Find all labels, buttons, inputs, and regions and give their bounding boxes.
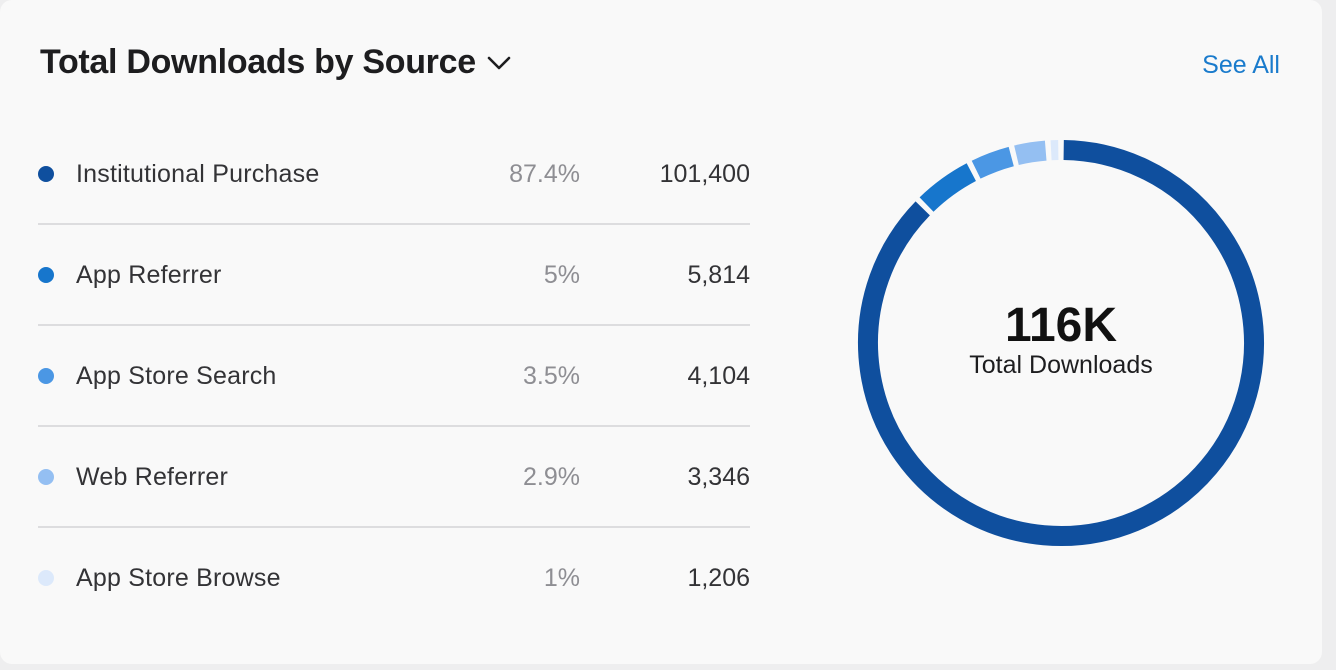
source-label: App Referrer (76, 261, 222, 289)
donut-slice[interactable] (971, 146, 1015, 179)
donut-slice[interactable] (858, 140, 1264, 546)
source-label: App Store Browse (76, 564, 281, 592)
source-percent: 87.4% (509, 160, 580, 188)
source-row: App Store Browse 1% 1,206 (38, 528, 750, 627)
source-label: Web Referrer (76, 463, 228, 491)
source-value: 4,104 (687, 362, 750, 390)
total-downloads-label: Total Downloads (969, 351, 1153, 379)
source-dropdown[interactable]: Total Downloads by Source (40, 40, 512, 84)
donut-chart: 116K Total Downloads (856, 138, 1266, 548)
legend-dot (38, 469, 54, 485)
source-row: App Referrer 5% 5,814 (38, 225, 750, 326)
card-title: Total Downloads by Source (40, 43, 476, 81)
total-downloads-value: 116K (1004, 299, 1118, 352)
source-list: Institutional Purchase 87.4% 101,400 App Re… (38, 124, 750, 627)
source-value: 5,814 (687, 261, 750, 289)
source-percent: 2.9% (523, 463, 580, 491)
legend-dot (38, 166, 54, 182)
donut-svg (858, 140, 1264, 546)
source-percent: 1% (543, 564, 580, 592)
source-value: 3,346 (687, 463, 750, 491)
source-value: 101,400 (659, 160, 750, 188)
source-row: Web Referrer 2.9% 3,346 (38, 427, 750, 528)
source-percent: 3.5% (523, 362, 580, 390)
donut-slice[interactable] (1014, 140, 1047, 165)
legend-dot (38, 570, 54, 586)
legend-dot (38, 368, 54, 384)
source-value: 1,206 (687, 564, 750, 592)
chevron-down-icon (486, 53, 512, 73)
source-label: App Store Search (76, 362, 277, 390)
source-percent: 5% (543, 261, 580, 289)
source-label: Institutional Purchase (76, 160, 320, 188)
see-all-link[interactable]: See All (1202, 51, 1280, 79)
source-row: App Store Search 3.5% 4,104 (38, 326, 750, 427)
donut-slice[interactable] (919, 163, 977, 212)
source-row: Institutional Purchase 87.4% 101,400 (38, 124, 750, 225)
legend-dot (38, 267, 54, 283)
